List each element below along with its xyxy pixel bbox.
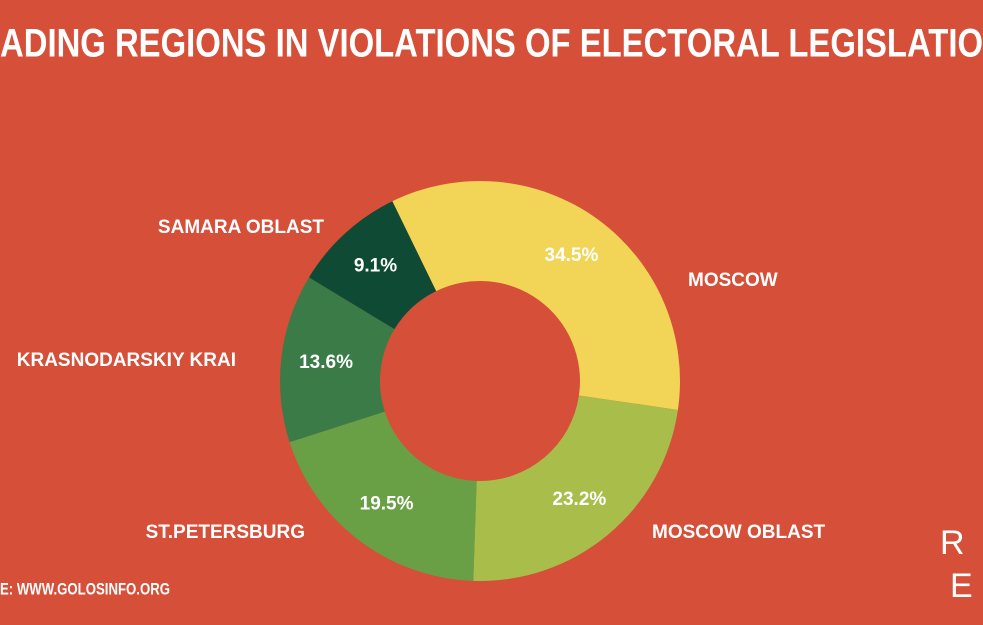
value-label: 23.2% [552,489,606,510]
category-label: MOSCOW OBLAST [652,522,825,543]
value-label: 34.5% [545,245,599,266]
donut-segment [473,395,678,581]
value-label: 9.1% [354,256,397,277]
chart-title: ADING REGIONS IN VIOLATIONS OF ELECTORAL… [0,22,983,66]
logo-letter: R [940,524,965,562]
category-label: MOSCOW [688,270,778,291]
donut-segment [280,277,395,443]
category-label: ST.PETERSBURG [146,522,305,543]
donut-segment [289,411,477,581]
donut-segment [308,201,437,330]
category-label: KRASNODARSKIY KRAI [17,350,236,371]
category-label: SAMARA OBLAST [158,217,324,238]
source: E: WWW.GOLOSINFO.ORG [0,579,170,598]
value-label: 13.6% [299,352,353,373]
value-label: 19.5% [360,494,414,515]
donut-segment [392,181,680,410]
logo-letter: E [950,567,973,605]
